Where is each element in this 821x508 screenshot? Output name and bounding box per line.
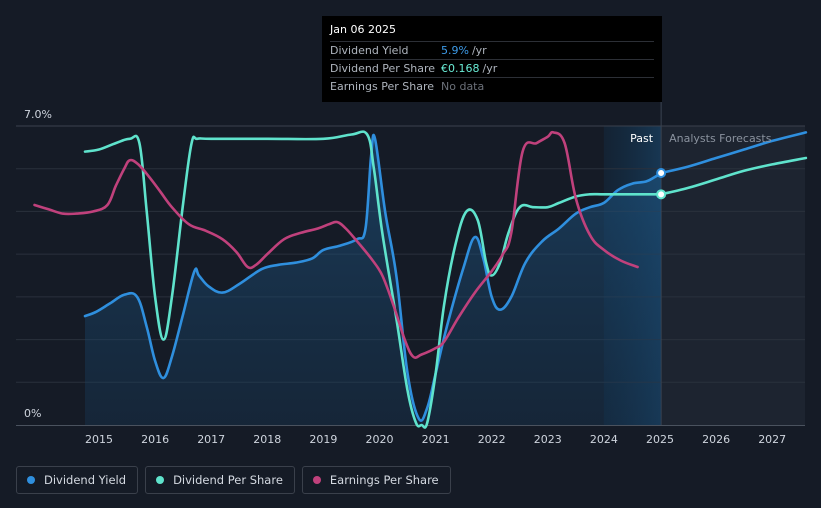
x-tick-label: 2017 [197,433,225,446]
series-line-yield [83,133,663,422]
x-tick-label: 2020 [366,433,394,446]
tooltip-row-earnings-per-share: Earnings Per Share No data [330,77,654,95]
legend-item-dividend-yield[interactable]: Dividend Yield [16,466,139,494]
tooltip-value: No data [441,80,485,93]
legend-label: Earnings Per Share [329,473,439,487]
tooltip-label: Earnings Per Share [330,80,435,93]
series-line-dps [83,130,663,429]
tooltip-value: 5.9% [441,44,469,57]
tooltip-date: Jan 06 2025 [330,23,396,36]
tooltip-value: €0.168 [441,62,480,75]
marker-yield [656,167,667,178]
tooltip-label: Dividend Per Share [330,62,436,75]
series-area-yield [85,134,662,425]
x-tick-label: 2018 [253,433,281,446]
forecast-region-band [661,126,805,425]
legend-dot-icon [27,476,35,484]
x-tick-label: 2015 [85,433,113,446]
x-tick-label: 2026 [702,433,730,446]
legend-label: Dividend Per Share [173,473,283,487]
legend-dot-icon [156,476,165,484]
series-line-eps [33,130,639,359]
x-tick-label: 2022 [478,433,506,446]
marker-dps [656,189,667,200]
legend: Dividend Yield Dividend Per Share Earnin… [16,466,451,494]
tooltip-row-dividend-per-share: Dividend Per Share €0.168 /yr [330,59,654,77]
x-tick-label: 2024 [590,433,618,446]
y-tick-label: 0% [24,407,41,420]
x-tick-label: 2025 [646,433,674,446]
x-tick-label: 2019 [309,433,337,446]
legend-dot-icon [312,476,321,484]
tooltip: Jan 06 2025 Dividend Yield 5.9% /yr Divi… [322,16,662,102]
forecast-label: Analysts Forecasts [669,132,772,145]
x-tick-label: 2021 [422,433,450,446]
x-tick-label: 2016 [141,433,169,446]
series-line-dps_forecast [659,156,808,196]
x-tick-label: 2023 [534,433,562,446]
tooltip-unit: /yr [471,44,487,57]
legend-item-earnings-per-share[interactable]: Earnings Per Share [301,466,451,494]
y-tick-label: 7.0% [24,108,52,121]
tooltip-row-dividend-yield: Dividend Yield 5.9% /yr [330,41,654,59]
x-tick-label: 2027 [758,433,786,446]
legend-item-dividend-per-share[interactable]: Dividend Per Share [145,466,295,494]
legend-label: Dividend Yield [44,473,127,487]
tooltip-label: Dividend Yield [330,44,409,57]
past-label: Past [630,132,654,145]
series-line-yield_forecast [659,131,808,175]
tooltip-unit: /yr [482,62,498,75]
